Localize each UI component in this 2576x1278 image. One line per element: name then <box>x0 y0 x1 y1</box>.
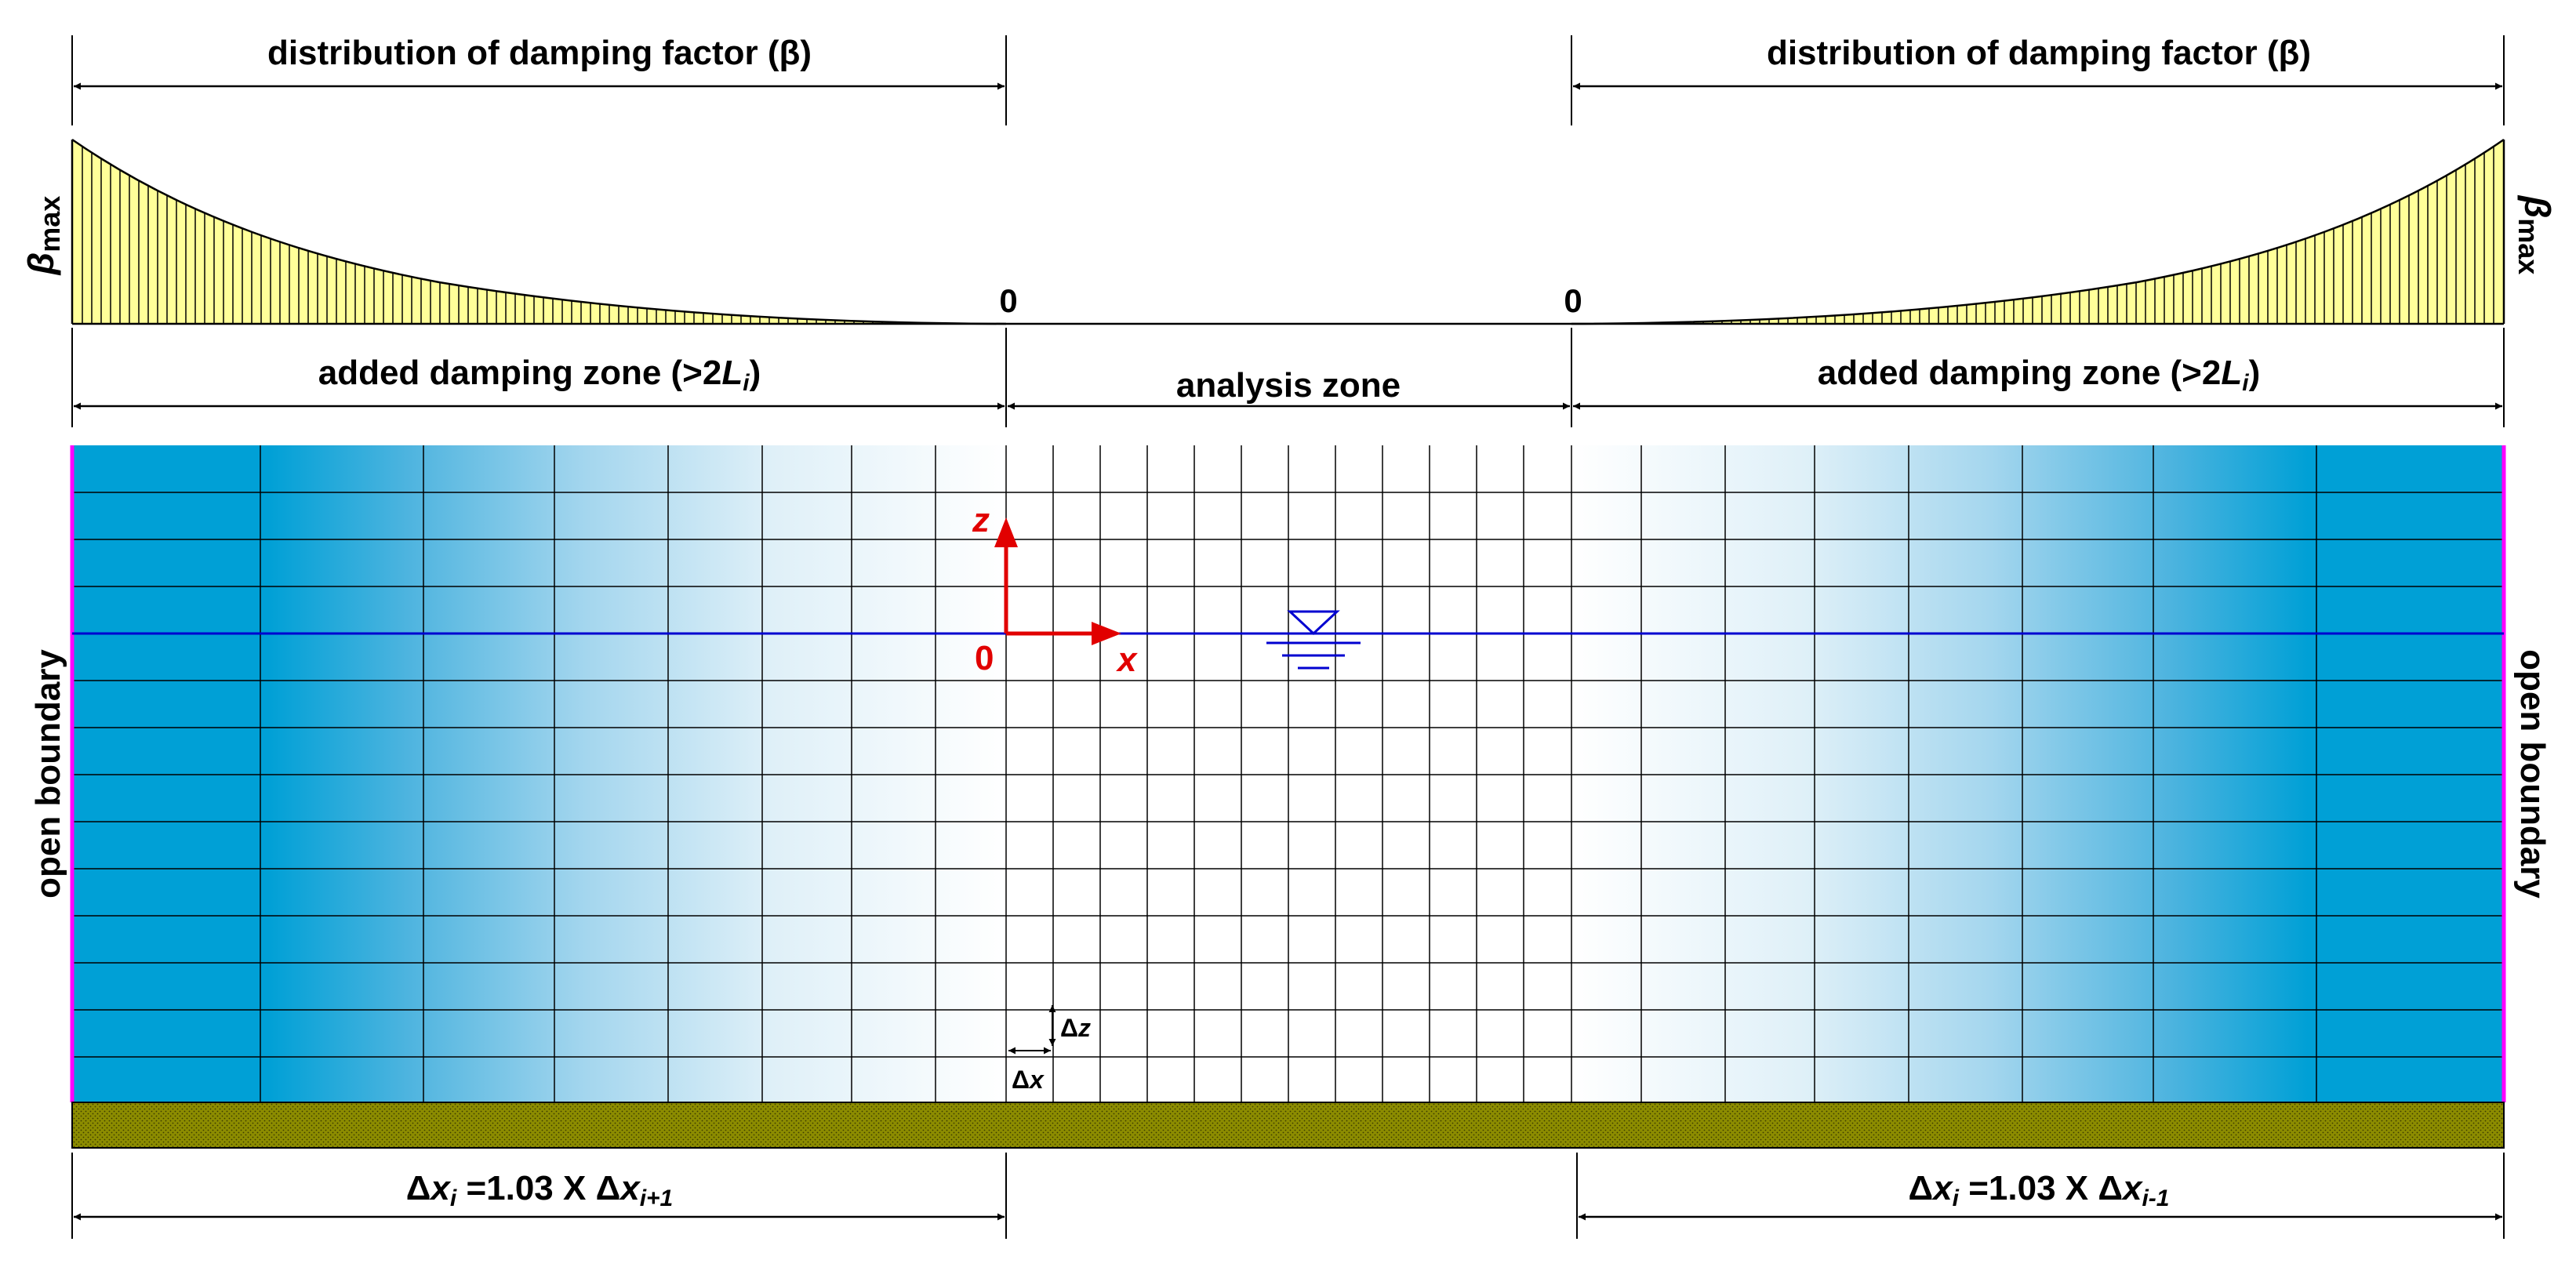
dz-label: Δz <box>1060 1014 1091 1042</box>
right-beta-max: βmax <box>2512 195 2558 275</box>
left-damping-zone-label: added damping zone (>2Li) <box>318 354 761 396</box>
right-open-boundary-label: open boundary <box>2513 649 2552 899</box>
left-open-boundary-label: open boundary <box>29 649 67 899</box>
mesh-grid <box>72 445 2504 1102</box>
mesh-spacing-markers <box>1008 1005 1056 1055</box>
z-arrowhead <box>994 517 1018 547</box>
x-arrowhead <box>1092 622 1121 645</box>
dimension-arrows <box>74 82 2502 1221</box>
right-damping-zone <box>1571 445 2504 1102</box>
right-damping-curve <box>1571 138 2505 325</box>
bottom-right-label: Δxi =1.03 X Δxi-1 <box>1909 1169 2170 1211</box>
left-damping-curve <box>71 138 1007 325</box>
right-distribution-title: distribution of damping factor (β) <box>1767 34 2311 72</box>
left-distribution-title: distribution of damping factor (β) <box>267 34 812 72</box>
coordinate-axes <box>994 517 1121 645</box>
right-damping-zone-label: added damping zone (>2Li) <box>1818 354 2261 396</box>
computational-domain <box>70 445 2506 1149</box>
zone-dividers <box>71 35 2505 1239</box>
origin-label: 0 <box>975 639 994 677</box>
left-beta-max: βmax <box>20 196 66 276</box>
analysis-zone-label: analysis zone <box>1176 366 1401 405</box>
left-damping-zone <box>72 445 1006 1102</box>
zero-right-label: 0 <box>1564 282 1582 319</box>
dx-label: Δx <box>1012 1066 1045 1094</box>
water-level-icon <box>1266 610 1361 670</box>
x-axis-label: x <box>1116 641 1138 679</box>
zero-left-label: 0 <box>999 282 1017 319</box>
bottom-left-label: Δxi =1.03 X Δxi+1 <box>406 1169 673 1211</box>
z-axis-label: z <box>972 501 990 539</box>
seabed <box>71 1102 2505 1149</box>
